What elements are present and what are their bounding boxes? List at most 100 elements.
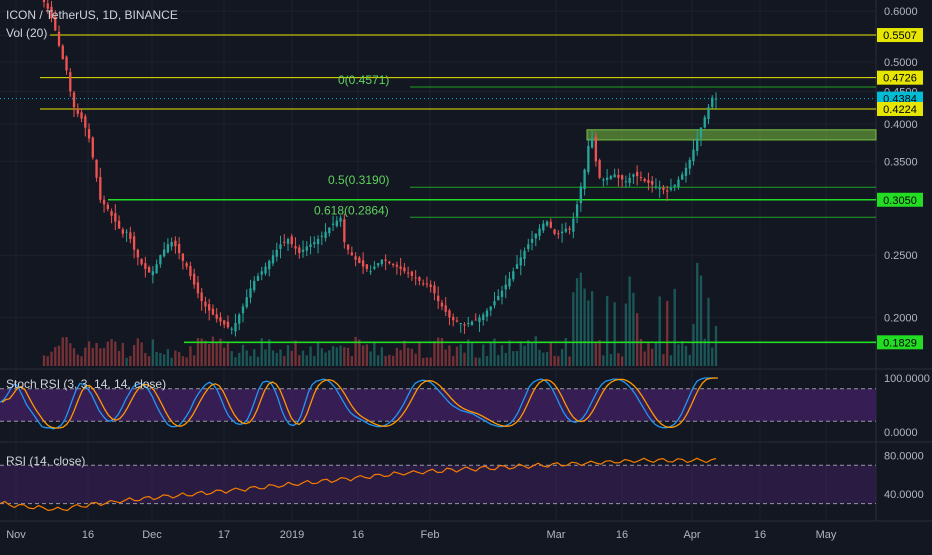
candle [391, 262, 395, 268]
candle-body [681, 174, 684, 180]
candle-body [673, 184, 676, 187]
candle-body [643, 178, 646, 182]
price-tag-label: 0.1829 [883, 337, 917, 349]
symbol-title[interactable]: ICON / TetherUS, 1D, BINANCE [6, 8, 178, 22]
volume-bar [572, 292, 575, 366]
candle-body [669, 188, 673, 190]
candle-body [147, 267, 151, 273]
candle [635, 165, 639, 186]
candle [316, 235, 320, 254]
volume-bar [587, 300, 590, 366]
candle-body [470, 321, 474, 326]
candle [711, 95, 714, 109]
volume-bar [617, 353, 620, 366]
volume-bar [69, 343, 72, 366]
volume-bar [166, 349, 170, 366]
candle [121, 227, 125, 238]
volume-bar [553, 355, 556, 366]
candle-body [482, 314, 485, 321]
volume-bar [707, 297, 710, 366]
candle [132, 231, 136, 259]
volume-label[interactable]: Vol (20) [6, 26, 47, 40]
candle [467, 316, 470, 328]
candle-body [425, 283, 429, 285]
volume-bar [579, 272, 583, 366]
candle [463, 322, 466, 334]
volume-bar [632, 292, 635, 366]
candle [542, 220, 545, 234]
candle-body [620, 175, 624, 180]
candle-body [193, 273, 196, 285]
candle [478, 314, 481, 332]
volume-bar [410, 348, 414, 366]
candle-body [455, 320, 459, 322]
candle-body [61, 45, 64, 60]
candle [245, 289, 248, 309]
date-tick-label: 16 [82, 529, 94, 541]
candle-body [80, 112, 83, 119]
candle-body [365, 264, 369, 269]
candle-body [662, 187, 665, 190]
candle-body [181, 253, 185, 261]
candle [320, 231, 323, 246]
volume-bar [324, 352, 327, 366]
candle [99, 167, 102, 203]
volume-bar [95, 343, 98, 366]
candle [290, 233, 293, 248]
volume-bar [331, 346, 335, 366]
candle [406, 266, 410, 278]
candle [358, 255, 361, 264]
candle-body [294, 246, 297, 249]
stoch-rsi-label[interactable]: Stoch RSI (3, 3, 14, 14, close) [6, 377, 166, 391]
rsi-line [0, 457, 717, 512]
volume-bar [549, 342, 552, 366]
candle [410, 270, 414, 281]
candle [455, 316, 459, 323]
candle [403, 263, 406, 274]
volume-bar [106, 341, 109, 366]
candle-body [110, 211, 113, 216]
volume-bar [298, 355, 301, 366]
candle [530, 230, 534, 251]
volume-bar [703, 338, 706, 366]
volume-bar [193, 355, 196, 366]
candle-body [714, 98, 718, 100]
candle-body [605, 177, 609, 180]
candle [617, 168, 620, 187]
candle-body [651, 180, 654, 185]
volume-bar [151, 339, 155, 366]
volume-bar [560, 349, 564, 366]
volume-bar [662, 354, 665, 366]
candle [422, 279, 425, 287]
volume-bar [643, 351, 646, 366]
candle [309, 236, 312, 255]
candle-body [711, 97, 714, 108]
price-tag [877, 335, 923, 350]
candle-body [215, 314, 218, 319]
price-tag-label: 0.4224 [883, 104, 917, 116]
candle-body [696, 138, 699, 151]
date-tick-label: Mar [547, 529, 566, 541]
candle [144, 256, 147, 278]
rsi-label[interactable]: RSI (14, close) [6, 454, 85, 468]
candle-body [204, 301, 207, 307]
volume-bar [613, 302, 616, 366]
candle [497, 289, 500, 301]
candle [628, 172, 631, 188]
candle [699, 127, 703, 147]
candle [605, 169, 609, 186]
candle-body [489, 306, 492, 311]
candle [437, 286, 440, 310]
candle-body [376, 263, 380, 266]
candle-body [391, 264, 395, 266]
candle [459, 322, 462, 333]
candle [388, 260, 391, 265]
candle [181, 253, 185, 270]
candle [696, 128, 699, 156]
candle [208, 298, 211, 321]
candle [275, 242, 278, 262]
candle-body [132, 236, 136, 250]
candle-body [264, 266, 267, 274]
volume-bar [467, 339, 470, 366]
candle-body [155, 264, 158, 274]
